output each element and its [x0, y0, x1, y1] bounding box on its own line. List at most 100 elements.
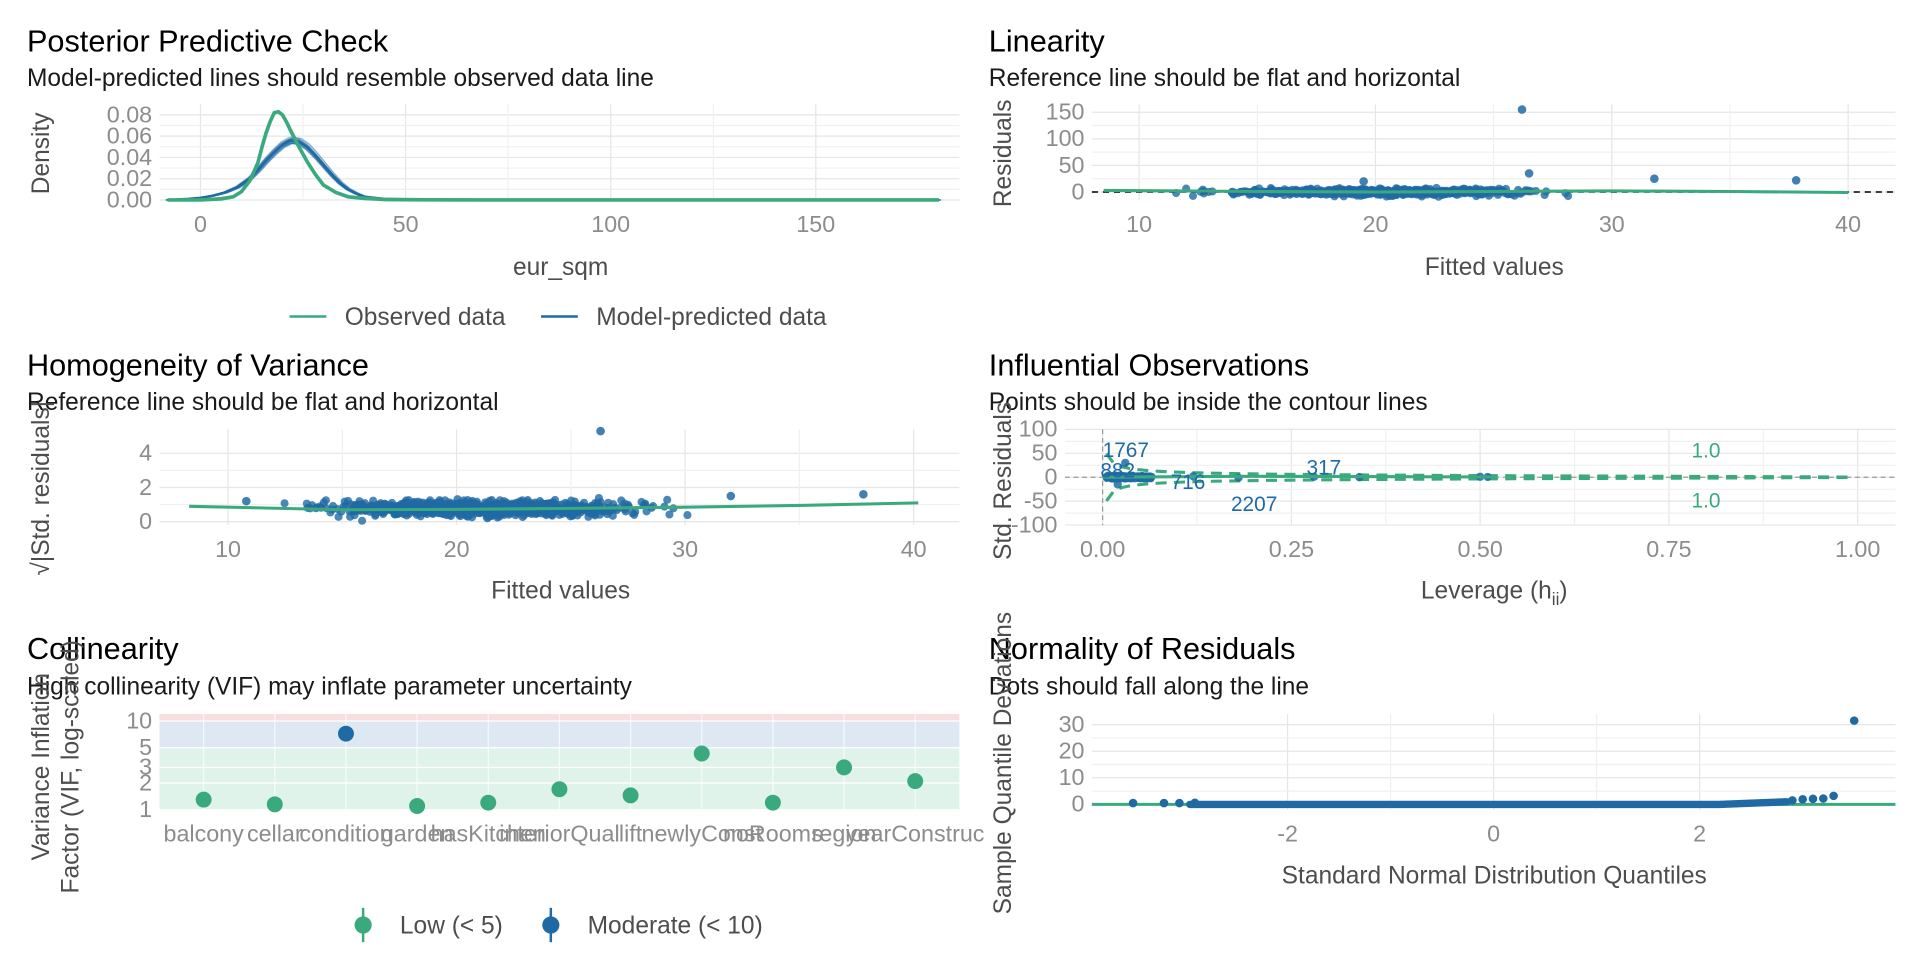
- ppc-ytick-0: 0.00: [107, 186, 152, 212]
- lin-xtick-2: 30: [1599, 211, 1625, 237]
- col-xtick-7: newlyConst: [642, 821, 763, 847]
- ppc-predicted-draw-5: [169, 141, 941, 201]
- hom-point: [567, 496, 576, 505]
- hom-outlier-1: [859, 490, 868, 499]
- ppc-predicted-draw-19: [169, 142, 941, 201]
- col-legend-swatch-moderate: [542, 916, 560, 934]
- hom-title: Homogeneity of Variance: [27, 348, 369, 382]
- hom-point: [608, 511, 617, 520]
- hom-point: [631, 507, 640, 516]
- col-point-cellar: [266, 796, 283, 813]
- hom-point: [280, 499, 289, 508]
- qq-point-5: [1798, 795, 1807, 804]
- lin-outlier-4: [1359, 177, 1368, 186]
- col-ytick-0: 1: [139, 796, 152, 822]
- ppc-predicted-draw-3: [169, 142, 941, 201]
- ppc-xlabel: eur_sqm: [513, 254, 608, 281]
- ppc-observed-line: [167, 109, 939, 202]
- inf-contour-label-0: 1.0: [1692, 440, 1721, 463]
- ppc-ylabel: Density: [28, 112, 55, 194]
- lin-subtitle: Reference line should be flat and horizo…: [989, 65, 1461, 92]
- qq-point-3: [1190, 798, 1200, 808]
- inf-label-1: 882: [1100, 460, 1135, 483]
- ppc-predicted-draw-31: [167, 140, 939, 201]
- inf-xtick-0: 0.00: [1080, 536, 1125, 562]
- hom-plot-area: 10 20 30 40 0 2 4: [139, 426, 960, 562]
- qq-xlabel: Standard Normal Distribution Quantiles: [1282, 862, 1707, 889]
- inf-label-0: 1767: [1103, 439, 1149, 462]
- hom-ylabel: √|Std. residuals|: [28, 401, 55, 576]
- hom-smooth-line: [189, 501, 919, 512]
- col-legend-swatch-low: [354, 916, 372, 934]
- inf-ylabel: Std. Residuals: [990, 402, 1017, 560]
- lin-ytick-1: 50: [1059, 152, 1085, 178]
- ppc-predicted-draw-22: [169, 141, 941, 201]
- qq-point-6: [1808, 794, 1818, 804]
- col-xtick-1: cellar: [247, 821, 303, 847]
- hom-subtitle: Reference line should be flat and horizo…: [27, 389, 499, 416]
- ppc-predicted-draw-33: [167, 140, 939, 201]
- collinearity-panel: Collinearity High collinearity (VIF) may…: [27, 632, 985, 943]
- inf-xtick-3: 0.75: [1646, 536, 1691, 562]
- hom-point: [358, 516, 367, 525]
- qq-ylabel: Sample Quantile Deviations: [990, 612, 1017, 915]
- ppc-xtick-0: 0: [194, 211, 207, 237]
- inf-subtitle: Points should be inside the contour line…: [989, 389, 1428, 416]
- inf-label-4: 2207: [1231, 493, 1277, 516]
- qq-xtick-1: 0: [1487, 821, 1500, 847]
- ppc-predicted-draw-32: [169, 140, 941, 201]
- lin-smooth-line: [1103, 188, 1849, 195]
- col-ytick-3: 5: [139, 734, 152, 760]
- col-xtick-3: garden: [381, 821, 454, 847]
- qq-point-8: [1829, 791, 1838, 801]
- col-xtick-4: hasKitchen: [431, 821, 546, 847]
- lin-outlier-2: [1791, 176, 1801, 185]
- ppc-ytick-2: 0.04: [107, 144, 152, 170]
- lin-ylabel: Residuals: [990, 100, 1017, 208]
- lin-xtick-1: 20: [1362, 211, 1388, 237]
- hom-outlier-0: [596, 426, 605, 436]
- lin-title: Linearity: [989, 25, 1106, 59]
- ppc-ytick-3: 0.06: [107, 123, 152, 149]
- inf-contour-label-1: 1.0: [1692, 489, 1721, 512]
- qq-point-1: [1159, 798, 1169, 808]
- qq-xtick-0: -2: [1277, 821, 1298, 847]
- ppc-xtick-2: 100: [591, 211, 630, 237]
- inf-ytick-3: 50: [1032, 440, 1058, 466]
- hom-point: [302, 499, 311, 508]
- lin-outlier-3: [1650, 174, 1659, 183]
- normality-panel: Normality of Residuals Dots should fall …: [989, 612, 1896, 915]
- ppc-predicted-draw-34: [166, 141, 938, 201]
- ppc-predicted-draw-26: [166, 142, 938, 201]
- col-ylabel-line2: Factor (VIF, log-scaled): [58, 640, 85, 893]
- lin-point: [1392, 184, 1401, 193]
- col-xtick-9: region: [812, 821, 877, 847]
- qq-subtitle: Dots should fall along the line: [989, 673, 1309, 700]
- hom-point: [683, 511, 692, 520]
- hom-point: [665, 510, 674, 519]
- inf-xlabel: Leverage (hii): [1421, 578, 1568, 609]
- lin-point: [1388, 191, 1397, 200]
- hom-point: [502, 498, 511, 507]
- inf-contour-lower: [1105, 475, 1854, 502]
- col-ytick-1: 2: [139, 769, 152, 795]
- inf-xtick-2: 0.50: [1457, 536, 1502, 562]
- ppc-predicted-draw-16: [170, 142, 942, 201]
- hom-point: [471, 509, 480, 518]
- hom-xtick-3: 40: [901, 536, 927, 562]
- qq-point-9: [1849, 716, 1859, 725]
- col-point-region: [836, 759, 853, 776]
- hom-point: [413, 497, 422, 506]
- lin-ytick-2: 100: [1046, 125, 1085, 151]
- qq-ytick-2: 20: [1059, 738, 1085, 764]
- inf-title: Influential Observations: [989, 348, 1309, 382]
- col-xtick-0: balcony: [163, 821, 244, 847]
- col-point-noRooms: [764, 794, 781, 811]
- hom-point: [449, 499, 458, 508]
- lin-xtick-0: 10: [1126, 211, 1152, 237]
- col-point-condition: [337, 725, 354, 742]
- hom-outlier-2: [726, 491, 736, 501]
